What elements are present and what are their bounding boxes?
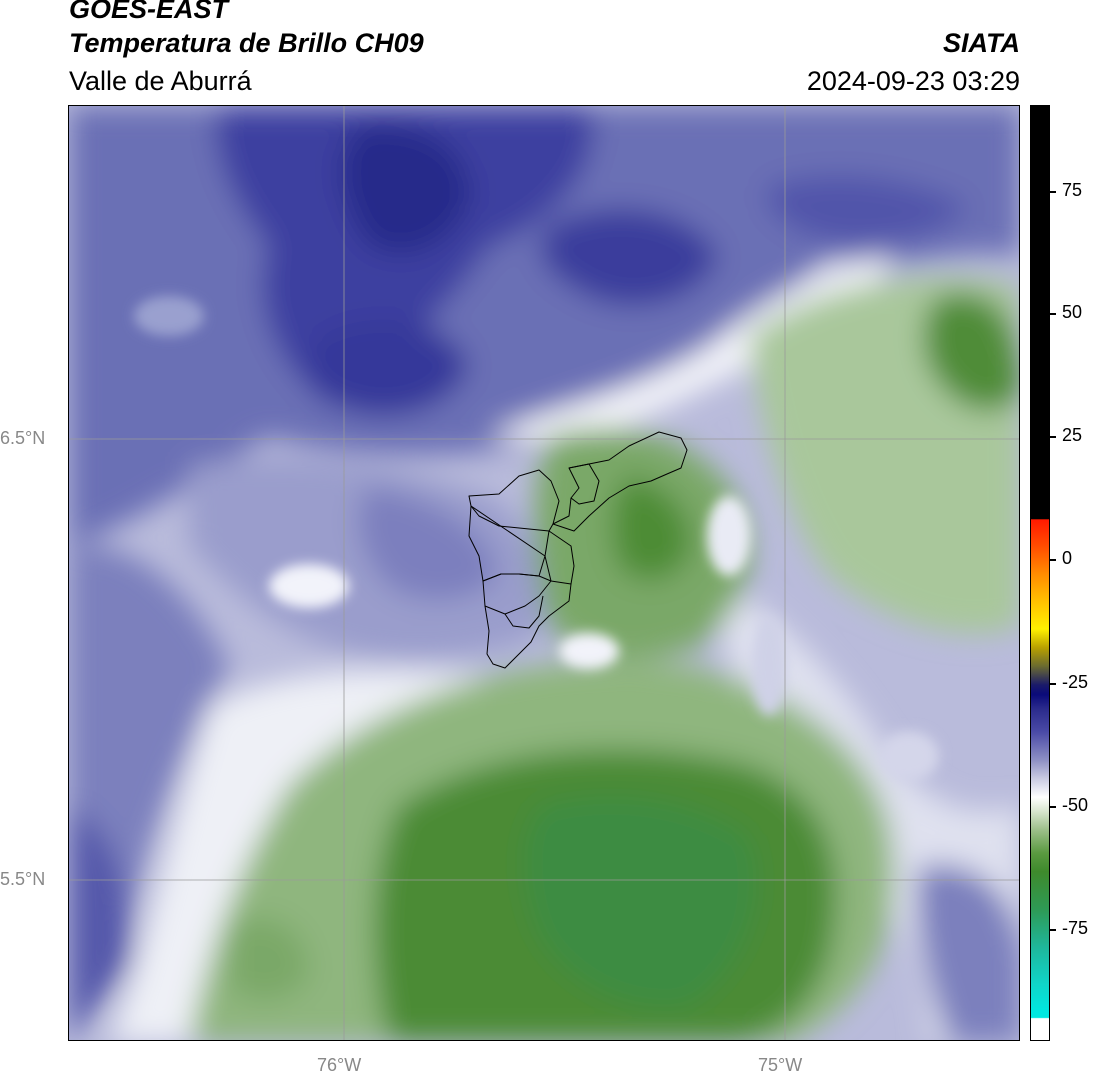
lon-label-75w: 75°W (758, 1055, 803, 1075)
boundary-sabaneta (504, 595, 544, 629)
colorbar (1030, 105, 1050, 1041)
municipal-boundaries (468, 431, 688, 669)
colorbar-label-75: 75 (1062, 180, 1083, 200)
boundary-caldas (484, 583, 572, 669)
lat-label-6-5: 6.5°N (0, 428, 46, 448)
colorbar-label-25: 25 (1062, 425, 1083, 445)
lat-label-5-5: 5.5°N (0, 869, 46, 889)
brightness-temperature-map (68, 105, 1020, 1041)
colorbar-label-minus50: -50 (1062, 795, 1089, 815)
boundary-northeast (552, 431, 688, 532)
colorbar-label-50: 50 (1062, 302, 1083, 322)
colorbar-tick-minus75 (1050, 929, 1056, 931)
satellite-title: GOES-EAST (69, 0, 229, 24)
lon-label-76w: 76°W (317, 1055, 362, 1075)
colorbar-tick-25 (1050, 436, 1056, 438)
organization-label: SIATA (943, 28, 1020, 58)
colorbar-label-0: 0 (1062, 548, 1073, 568)
boundary-girardota (568, 463, 600, 505)
cloud-detail (134, 296, 939, 781)
colorbar-tick-minus50 (1050, 806, 1056, 808)
colorbar-tick-minus25 (1050, 683, 1056, 685)
colorbar-tick-0 (1050, 559, 1056, 561)
colorbar-label-minus25: -25 (1062, 672, 1089, 692)
colorbar-tick-50 (1050, 313, 1056, 315)
cloud-field (69, 106, 1019, 1040)
map-canvas (69, 106, 1019, 1040)
colorbar-tick-75 (1050, 191, 1056, 193)
boundary-itagui (482, 573, 552, 615)
colorbar-label-minus75: -75 (1062, 918, 1089, 938)
product-title: Temperatura de Brillo CH09 (69, 28, 424, 58)
graticule (69, 106, 1019, 1040)
boundary-west-north (468, 469, 560, 532)
region-subtitle: Valle de Aburrá (69, 66, 252, 96)
datetime-label: 2024-09-23 03:29 (806, 66, 1020, 96)
